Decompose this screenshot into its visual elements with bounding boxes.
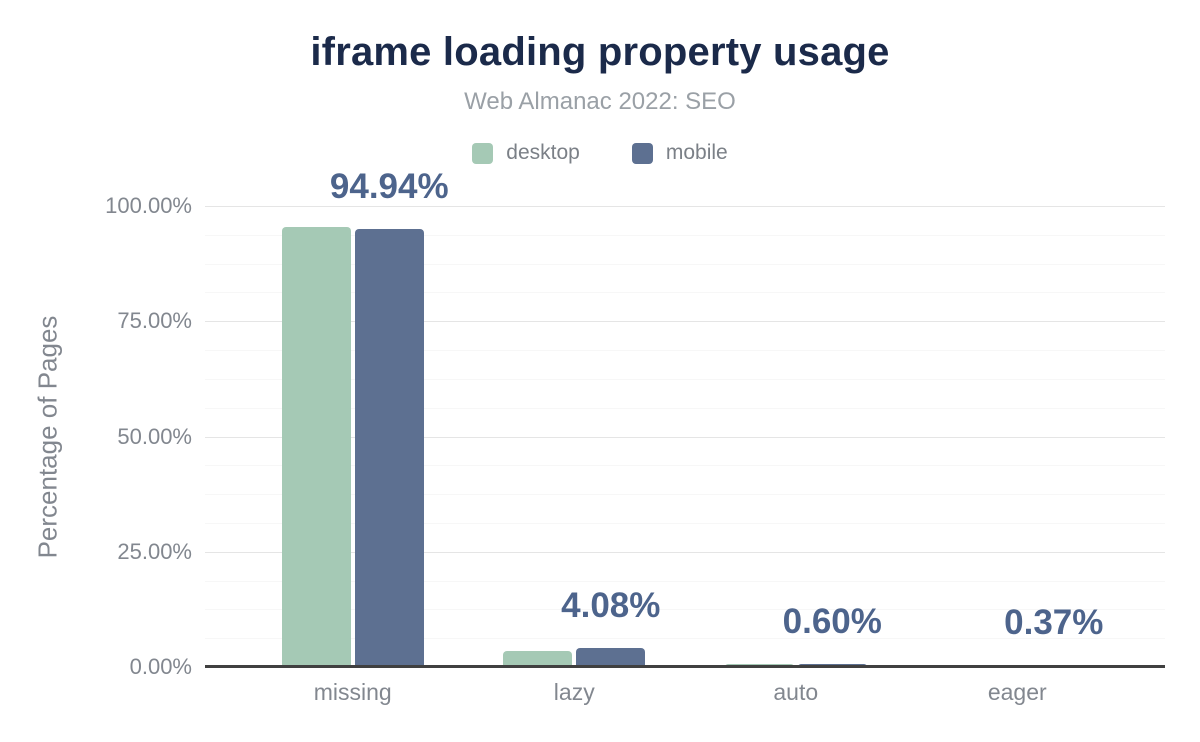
bar-mobile-lazy — [576, 648, 646, 667]
data-label-missing: 94.94% — [329, 167, 449, 207]
minor-gridline — [205, 609, 1165, 611]
minor-gridline — [205, 350, 1165, 352]
legend-item-desktop: desktop — [472, 141, 580, 165]
x-axis-label-missing: missing — [313, 679, 392, 705]
minor-gridline — [205, 407, 1165, 409]
minor-gridline — [205, 465, 1165, 467]
legend-swatch-desktop — [472, 142, 494, 164]
x-axis-line — [205, 665, 1165, 668]
chart-subtitle: Web Almanac 2022: SEO — [464, 88, 736, 115]
plot-area: 94.94% missing 4.08% lazy 0.60% auto 0.37% eage… — [205, 169, 1165, 705]
x-axis-label-eager: eager — [987, 679, 1047, 705]
major-gridline — [205, 206, 1165, 207]
minor-gridline — [205, 638, 1165, 640]
minor-gridline — [205, 263, 1165, 265]
category-group-lazy: 4.08% lazy — [464, 206, 686, 705]
category-group-auto: 0.60% auto — [685, 206, 907, 705]
y-tick-label: 0.00% — [129, 654, 192, 679]
category-group-eager: 0.37% eager — [907, 206, 1129, 705]
minor-gridline — [205, 522, 1165, 524]
bar-groups: 94.94% missing 4.08% lazy 0.60% auto 0.37% eage… — [242, 169, 1129, 705]
minor-gridline — [205, 378, 1165, 380]
minor-gridline — [205, 292, 1165, 294]
legend-item-mobile: mobile — [631, 141, 728, 165]
y-tick-label: 75.00% — [117, 308, 192, 334]
y-axis-title: Percentage of Pages — [32, 315, 63, 559]
minor-gridline — [205, 494, 1165, 496]
data-label-auto: 0.60% — [782, 602, 882, 642]
data-label-eager: 0.37% — [1004, 603, 1104, 643]
bar-mobile-missing — [354, 229, 424, 667]
data-label-lazy: 4.08% — [561, 586, 661, 626]
bar-desktop-lazy — [503, 651, 573, 667]
y-tick-label: 25.00% — [117, 538, 192, 564]
category-group-missing: 94.94% missing — [242, 169, 464, 705]
x-axis-label-auto: auto — [773, 679, 819, 705]
legend-swatch-mobile — [631, 142, 653, 164]
legend-label-desktop: desktop — [506, 141, 580, 164]
legend-label-mobile: mobile — [665, 141, 728, 164]
minor-gridline — [205, 580, 1165, 582]
major-gridline — [205, 436, 1165, 438]
x-axis-label-lazy: lazy — [553, 679, 595, 705]
minor-gridline — [205, 234, 1165, 236]
chart-title: iframe loading property usage — [310, 30, 890, 74]
major-gridline — [205, 551, 1165, 553]
y-tick-label: 50.00% — [117, 423, 192, 449]
y-tick-label: 100.00% — [105, 193, 192, 218]
legend: desktop mobile — [0, 141, 1200, 165]
major-gridline — [205, 321, 1165, 323]
bar-desktop-missing — [281, 226, 351, 667]
